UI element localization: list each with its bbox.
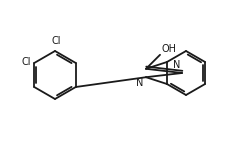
Text: Cl: Cl (51, 36, 61, 46)
Text: N: N (173, 60, 180, 70)
Text: N: N (136, 78, 143, 88)
Text: OH: OH (161, 44, 176, 54)
Text: Cl: Cl (22, 57, 31, 67)
